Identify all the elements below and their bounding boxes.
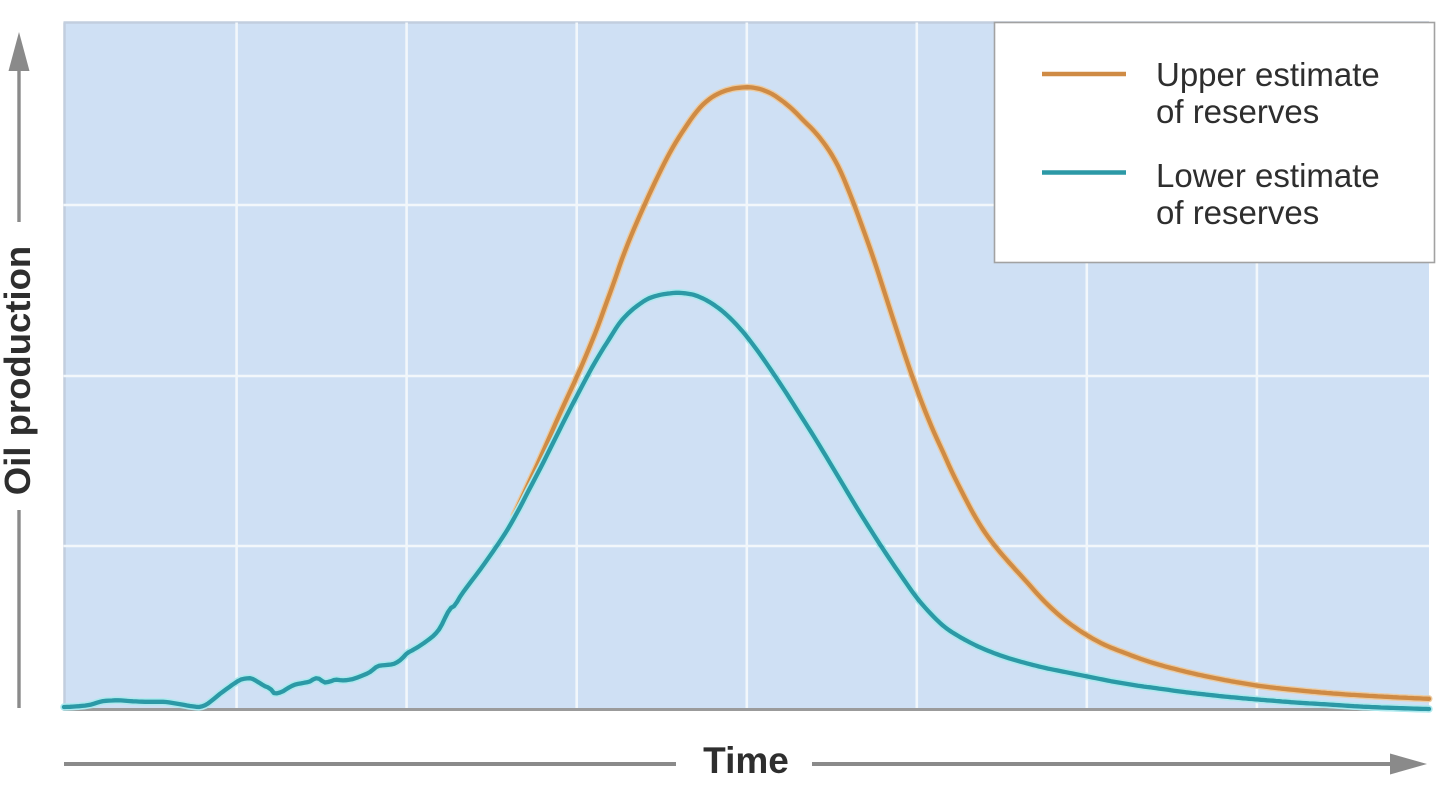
svg-text:of reserves: of reserves <box>1156 93 1319 130</box>
svg-text:Oil production: Oil production <box>0 246 38 495</box>
svg-text:Lower estimate: Lower estimate <box>1156 157 1380 194</box>
svg-text:Upper estimate: Upper estimate <box>1156 56 1380 93</box>
svg-text:of reserves: of reserves <box>1156 194 1319 231</box>
svg-text:Time: Time <box>703 740 789 781</box>
